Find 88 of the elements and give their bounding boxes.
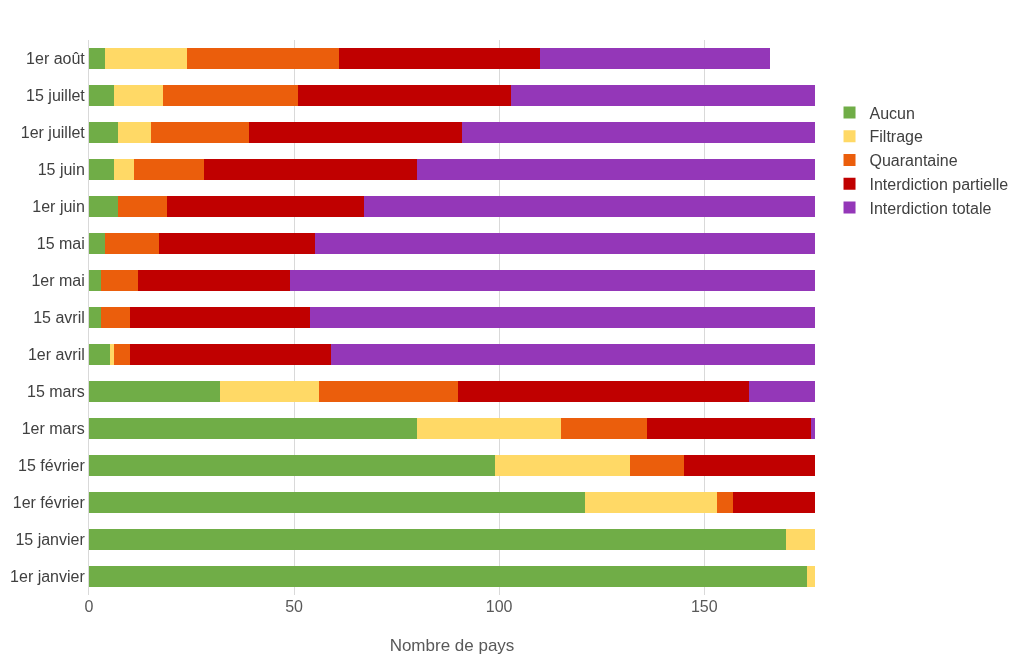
y-tick-label: 1er juin	[32, 198, 85, 216]
bar	[89, 85, 114, 106]
bar	[158, 233, 315, 254]
y-tick-label: 15 juillet	[26, 87, 86, 105]
bar	[749, 381, 815, 402]
bar	[101, 307, 131, 328]
bar	[105, 48, 188, 69]
bar	[89, 381, 221, 402]
bar	[117, 122, 151, 143]
bar	[810, 418, 815, 439]
bar	[130, 307, 311, 328]
bar	[417, 418, 561, 439]
y-tick-label: 1er janvier	[10, 568, 86, 586]
y-tick-label: 1er avril	[27, 346, 85, 364]
y-tick-label: 15 juin	[37, 161, 85, 179]
legend-label: Interdiction partielle	[869, 176, 1009, 194]
bar	[560, 418, 647, 439]
bar	[89, 529, 787, 550]
bar	[89, 307, 102, 328]
bar	[150, 122, 249, 143]
bar	[89, 48, 106, 69]
x-tick-label: 100	[485, 598, 513, 615]
bar	[683, 455, 815, 476]
y-tick-label: 1er février	[12, 494, 86, 512]
bar	[314, 233, 815, 254]
bar	[716, 492, 733, 513]
bar	[105, 233, 159, 254]
bar	[310, 307, 815, 328]
x-tick-label: 50	[285, 598, 304, 615]
bar	[117, 196, 167, 217]
bar	[585, 492, 717, 513]
y-tick-label: 1er août	[26, 50, 86, 68]
bar	[298, 85, 512, 106]
bar	[134, 159, 204, 180]
bar	[417, 159, 815, 180]
bar	[89, 455, 496, 476]
bar	[363, 196, 815, 217]
bar	[732, 492, 815, 513]
bar	[630, 455, 684, 476]
bar	[113, 159, 135, 180]
bar	[646, 418, 811, 439]
bar	[113, 85, 163, 106]
bar	[89, 159, 114, 180]
legend-label: Filtrage	[869, 128, 923, 146]
bar	[289, 270, 815, 291]
bar	[109, 344, 114, 365]
bar	[89, 566, 807, 587]
y-tick-label: 1er mai	[31, 272, 85, 290]
bar	[203, 159, 418, 180]
bar	[318, 381, 459, 402]
bar	[89, 492, 586, 513]
y-tick-label: 1er juillet	[20, 124, 86, 142]
y-tick-label: 15 mars	[27, 383, 85, 401]
x-tick-label: 150	[690, 598, 718, 615]
bar	[101, 270, 139, 291]
bar	[462, 122, 815, 143]
y-tick-label: 15 mai	[36, 235, 85, 253]
bar	[138, 270, 290, 291]
bar	[458, 381, 750, 402]
bar	[89, 270, 102, 291]
x-tick-label: 0	[84, 598, 94, 615]
bar	[339, 48, 541, 69]
legend-label: Aucun	[869, 104, 915, 122]
bar	[162, 85, 299, 106]
x-axis-title: Nombre de pays	[389, 636, 515, 656]
bar	[806, 566, 815, 587]
legend-label: Quarantaine	[869, 152, 958, 170]
bar	[89, 344, 110, 365]
bar	[187, 48, 340, 69]
bar	[89, 122, 118, 143]
bar	[511, 85, 815, 106]
y-tick-label: 1er mars	[21, 420, 85, 438]
bar	[248, 122, 463, 143]
bar	[89, 196, 118, 217]
bar	[220, 381, 319, 402]
legend-label: Interdiction totale	[869, 199, 992, 217]
bar	[786, 529, 815, 550]
bar	[113, 344, 131, 365]
bar	[495, 455, 631, 476]
bar	[166, 196, 364, 217]
bar	[89, 418, 418, 439]
y-tick-label: 15 février	[18, 457, 86, 475]
bar	[89, 233, 106, 254]
bar	[130, 344, 331, 365]
y-tick-label: 15 avril	[33, 309, 85, 327]
bar	[331, 344, 815, 365]
bar	[540, 48, 770, 69]
y-tick-label: 15 janvier	[15, 531, 86, 549]
